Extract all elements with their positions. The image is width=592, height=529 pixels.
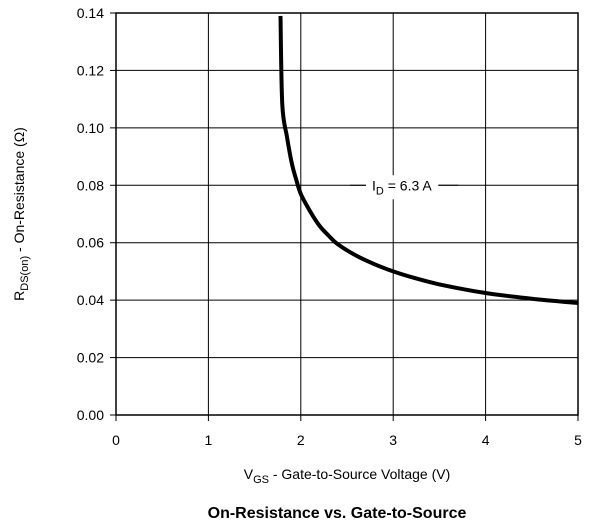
series-points [280, 16, 578, 303]
y-tick-label-6: 0.12 [77, 62, 104, 78]
annotation-sub: D [376, 185, 384, 197]
y-axis-label-main: R [11, 291, 27, 301]
annotation-main: I [372, 177, 376, 193]
y-tick-label-0: 0.00 [77, 407, 104, 423]
y-tick-label-2: 0.04 [77, 292, 104, 308]
chart-title: On-Resistance vs. Gate-to-Source [208, 505, 467, 522]
series-line-rdson [278, 15, 579, 305]
y-axis-ticks: 0.00 0.02 0.04 0.06 0.08 0.10 0.12 0.14 [77, 5, 116, 423]
x-axis-ticks: 0 1 2 3 4 5 [112, 415, 582, 448]
x-axis-label-sub: GS [253, 474, 269, 486]
x-tick-label-0: 0 [112, 432, 120, 448]
annotation-rest: = 6.3 A [384, 177, 433, 193]
x-axis-label-main: V [244, 466, 254, 482]
y-tick-label-3: 0.06 [77, 235, 104, 251]
x-axis-label-rest: - Gate-to-Source Voltage (V) [269, 466, 450, 482]
y-tick-label-1: 0.02 [77, 350, 104, 366]
annotation-id: ID = 6.3 A [350, 175, 459, 200]
annotation-label: ID = 6.3 A [372, 177, 432, 197]
plot-frame [115, 12, 579, 416]
x-tick-label-4: 4 [482, 432, 490, 448]
x-tick-label-1: 1 [205, 432, 213, 448]
y-tick-label-7: 0.14 [77, 5, 104, 21]
y-axis-label-sub: DS(on) [19, 256, 31, 291]
y-axis-label: RDS(on) - On-Resistance (Ω) [11, 127, 31, 301]
x-tick-label-2: 2 [297, 432, 305, 448]
x-tick-label-5: 5 [574, 432, 582, 448]
annotation-background [366, 175, 439, 200]
grid-lines [116, 13, 578, 415]
x-tick-label-3: 3 [389, 432, 397, 448]
y-tick-label-5: 0.10 [77, 120, 104, 136]
y-axis-label-rest: - On-Resistance (Ω) [11, 127, 27, 256]
y-tick-label-4: 0.08 [77, 177, 104, 193]
x-axis-label: VGS - Gate-to-Source Voltage (V) [244, 466, 451, 486]
